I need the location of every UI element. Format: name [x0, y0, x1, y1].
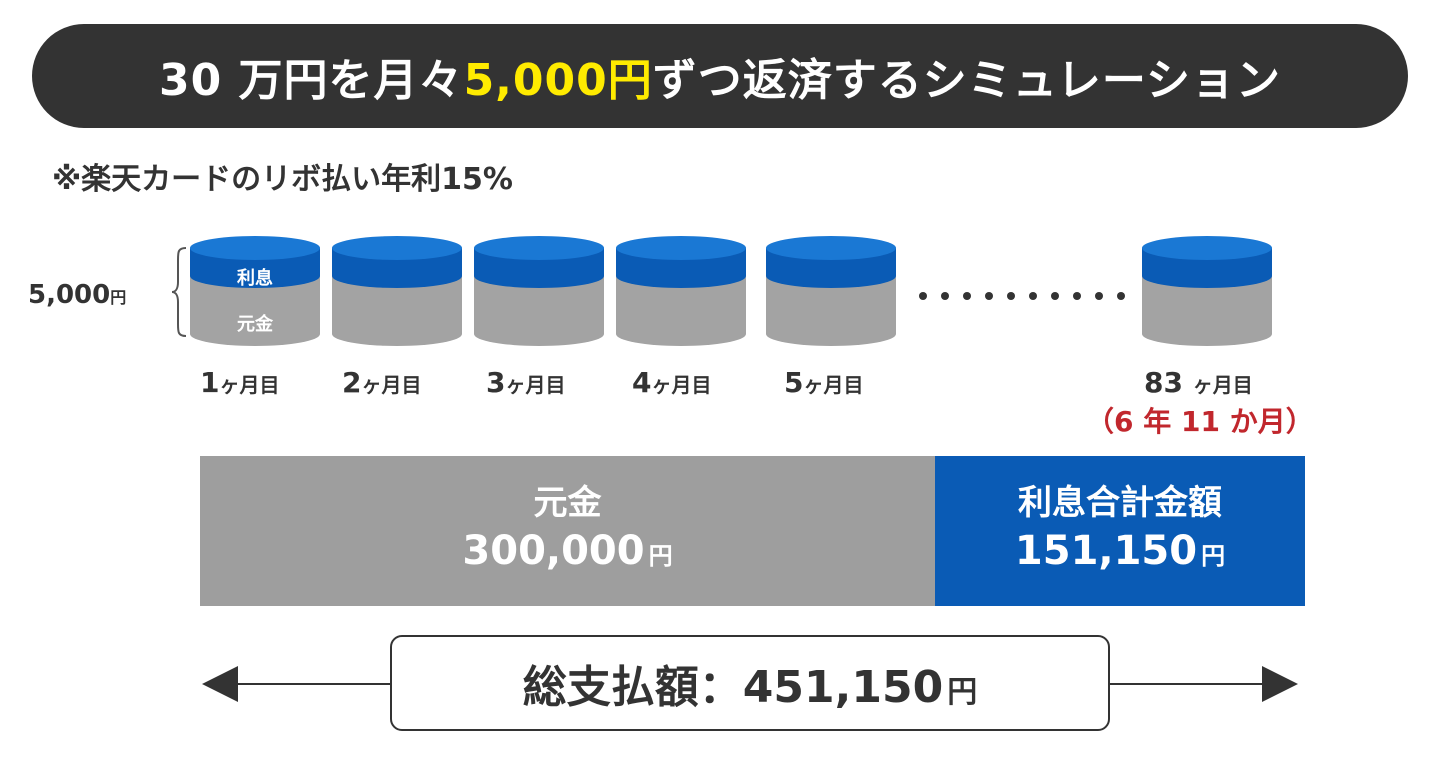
brace-icon — [171, 247, 187, 337]
monthly-amount-yen: 円 — [110, 288, 127, 307]
payment-cylinder-83 — [1142, 236, 1272, 346]
month-suffix: ヶ月目 — [505, 373, 566, 397]
total-payment-text: 総支払額：451,150 円 — [523, 651, 977, 715]
principal-value: 300,000 円 — [462, 525, 672, 582]
month-label: 4ヶ月目 — [632, 366, 711, 399]
cylinder-interest-label: 利息 — [237, 268, 273, 289]
interest-value: 151,150 円 — [1015, 525, 1225, 582]
payment-cylinder-5 — [766, 236, 896, 346]
month-label: 83 ヶ月目 — [1144, 366, 1253, 399]
month-label: 2ヶ月目 — [342, 366, 421, 399]
month-number: 3 — [486, 366, 506, 399]
month-suffix: ヶ月目 — [651, 373, 712, 397]
total-payment-label: 総支払額：451,150 — [522, 662, 944, 713]
arrow-left-icon — [202, 666, 238, 702]
interest-amount: 151,150 — [1014, 527, 1198, 574]
principal-label: 元金 — [533, 482, 602, 523]
payment-cylinder-3 — [474, 236, 604, 346]
principal-yen: 円 — [648, 541, 673, 570]
month-label: 3ヶ月目 — [486, 366, 565, 399]
repayment-duration: （6 年 11 か月） — [1086, 405, 1314, 438]
month-label: 1ヶ月目 — [200, 366, 279, 399]
month-number: 2 — [342, 366, 362, 399]
payment-breakdown-bar: 元金 300,000 円 利息合計金額 151,150 円 — [200, 456, 1305, 606]
title-prefix: 30 万円を月々 — [159, 55, 464, 106]
interest-total-label: 利息合計金額 — [1018, 482, 1222, 523]
arrow-right-icon — [1262, 666, 1298, 702]
title-highlight: 5,000円 — [463, 55, 653, 106]
month-suffix: ヶ月目 — [219, 373, 280, 397]
payment-cylinder-4 — [616, 236, 746, 346]
month-number: 5 — [784, 366, 804, 399]
principal-segment: 元金 300,000 円 — [200, 456, 935, 606]
title-suffix: ずつ返済するシミュレーション — [652, 55, 1281, 106]
month-number: 1 — [200, 366, 220, 399]
month-number: 83 — [1144, 366, 1183, 399]
monthly-amount-label: 5,000円 — [28, 280, 126, 310]
month-label: 5ヶ月目 — [784, 366, 863, 399]
total-payment-yen: 円 — [947, 675, 978, 710]
payment-cylinder-2 — [332, 236, 462, 346]
month-suffix: ヶ月目 — [361, 373, 422, 397]
month-suffix: ヶ月目 — [803, 373, 864, 397]
title-text: 30 万円を月々5,000円ずつ返済するシミュレーション — [159, 44, 1281, 108]
ellipsis-dots — [919, 292, 1125, 300]
interest-segment: 利息合計金額 151,150 円 — [935, 456, 1305, 606]
cylinder-principal-label: 元金 — [237, 314, 273, 335]
month-number: 4 — [632, 366, 652, 399]
total-payment-box: 総支払額：451,150 円 — [390, 635, 1110, 731]
interest-rate-note: ※楽天カードのリボ払い年利15% — [52, 162, 513, 197]
principal-amount: 300,000 — [462, 527, 645, 574]
interest-yen: 円 — [1201, 541, 1226, 570]
title-banner: 30 万円を月々5,000円ずつ返済するシミュレーション — [32, 24, 1408, 128]
payment-cylinder-1 — [190, 236, 320, 346]
month-suffix: ヶ月目 — [1192, 373, 1253, 397]
monthly-amount-value: 5,000 — [28, 280, 111, 310]
